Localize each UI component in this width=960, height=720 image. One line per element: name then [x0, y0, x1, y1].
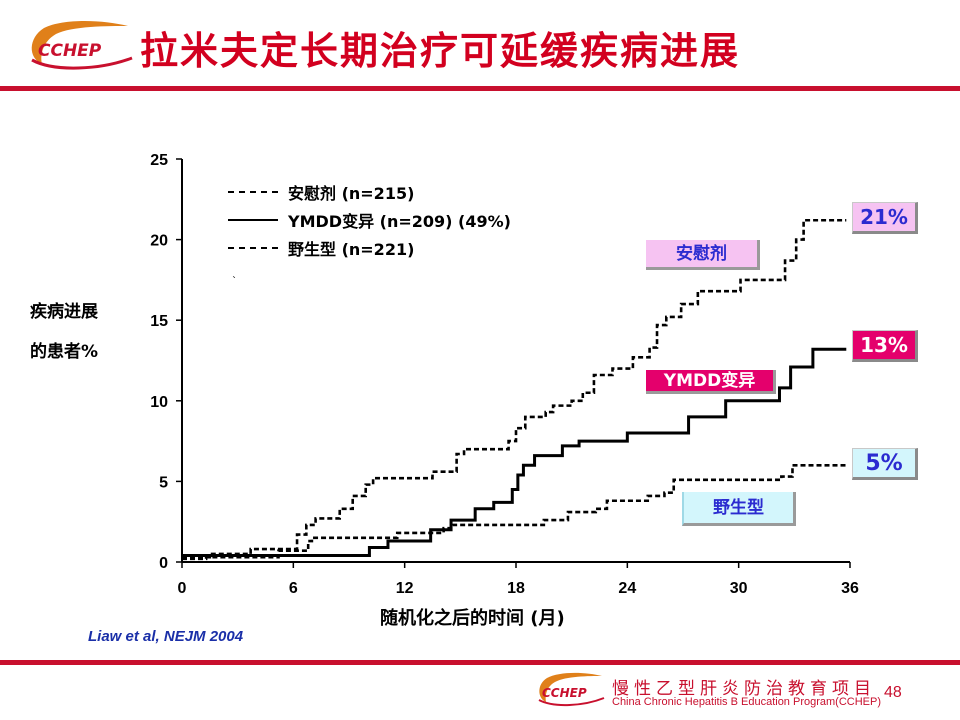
logo-text: CCHEP	[38, 41, 102, 61]
chart-legend: 安慰剂 (n=215) YMDD变异 (n=209) (49%) 野生型 (n=…	[228, 178, 511, 262]
series-line-placebo	[182, 218, 847, 559]
y-axis-label-line-2: 的患者%	[30, 342, 99, 362]
legend-item-placebo: 安慰剂 (n=215)	[228, 178, 511, 206]
y-axis-label-line-1: 疾病进展	[30, 302, 98, 322]
x-tick-label: 30	[730, 580, 748, 597]
y-tick-label: 20	[150, 233, 168, 250]
cchep-logo: CCHEP	[24, 14, 136, 76]
citation: Liaw et al, NEJM 2004	[88, 628, 244, 645]
page-number: 48	[884, 684, 902, 701]
y-axis-label: 疾病进展 的患者%	[30, 292, 140, 372]
y-tick-label: 0	[159, 555, 168, 572]
x-axis-label: 随机化之后的时间 (月)	[380, 608, 565, 629]
pct-label-wild: 5%	[852, 448, 918, 480]
x-tick-label: 18	[507, 580, 525, 597]
legend-label-ymdd: YMDD变异 (n=209) (49%)	[288, 212, 511, 231]
pct-label-ymdd: 13%	[852, 330, 918, 362]
chart-ticks: 0 5 10 15 20 25 0 6 12 18 24 30 36	[150, 152, 859, 597]
pct-label-placebo: 21%	[852, 202, 918, 234]
legend-item-ymdd: YMDD变异 (n=209) (49%)	[228, 206, 511, 234]
footer-logo-text: CCHEP	[542, 686, 587, 700]
legend-label-placebo: 安慰剂 (n=215)	[288, 184, 415, 203]
legend-swatch-wild	[228, 247, 278, 249]
legend-swatch-ymdd	[228, 219, 278, 221]
footer-divider	[0, 660, 960, 665]
series-tag-ymdd: YMDD变异	[646, 370, 776, 394]
title-divider	[0, 86, 960, 91]
y-tick-label: 15	[150, 313, 168, 330]
y-tick-label: 25	[150, 152, 168, 169]
legend-label-wild: 野生型 (n=221)	[288, 240, 415, 259]
legend-stray-mark: `	[232, 276, 237, 287]
legend-swatch-placebo	[228, 191, 278, 193]
page-title: 拉米夫定长期治疗可延缓疾病进展	[140, 29, 741, 73]
footer-org-en: China Chronic Hepatitis B Education Prog…	[612, 696, 881, 708]
series-line-wild	[182, 463, 847, 561]
series-tag-wild: 野生型	[682, 492, 796, 526]
series-line-ymdd	[182, 347, 847, 558]
x-tick-label: 36	[841, 580, 859, 597]
x-tick-label: 24	[618, 580, 636, 597]
y-tick-label: 5	[159, 474, 168, 491]
footer-cchep-logo: CCHEP	[534, 668, 606, 710]
chart-series	[182, 218, 847, 561]
legend-item-wild: 野生型 (n=221)	[228, 234, 511, 262]
y-tick-label: 10	[150, 394, 168, 411]
series-tag-placebo: 安慰剂	[646, 240, 760, 270]
x-tick-label: 6	[289, 580, 298, 597]
x-tick-label: 0	[178, 580, 187, 597]
footer-org-cn: 慢性乙型肝炎防治教育项目	[612, 679, 876, 699]
x-tick-label: 12	[396, 580, 414, 597]
